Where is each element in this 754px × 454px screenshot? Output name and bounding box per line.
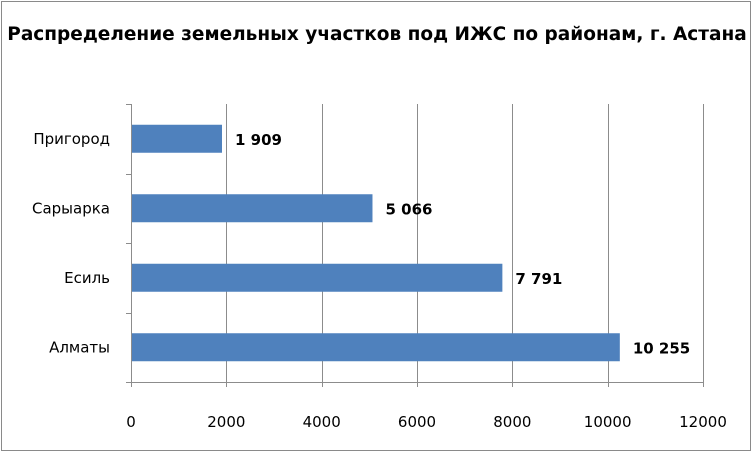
bars bbox=[132, 124, 620, 362]
category-label: Пригород bbox=[33, 130, 110, 148]
chart-title: Распределение земельных участков под ИЖС… bbox=[0, 18, 754, 51]
bar-2 bbox=[132, 194, 373, 223]
data-label: 7 791 bbox=[515, 270, 562, 288]
data-label: 5 066 bbox=[385, 200, 432, 218]
bar-4 bbox=[132, 333, 620, 362]
x-tick-label: 10000 bbox=[584, 413, 632, 431]
labels: 0 2000 4000 6000 8000 10000 12000 Пригород 1 909… bbox=[32, 130, 727, 431]
x-tick-label: 8000 bbox=[493, 413, 531, 431]
axes bbox=[126, 104, 704, 387]
data-label: 10 255 bbox=[633, 339, 690, 357]
x-tick-label: 6000 bbox=[398, 413, 436, 431]
category-label: Есиль bbox=[64, 269, 110, 287]
category-label: Сарыарка bbox=[32, 199, 110, 217]
x-tick-label: 0 bbox=[126, 413, 136, 431]
chart-title-text: Распределение земельных участков под ИЖС… bbox=[7, 24, 747, 45]
bar-3 bbox=[132, 263, 503, 292]
data-label: 1 909 bbox=[235, 131, 282, 149]
x-tick-label: 12000 bbox=[679, 413, 727, 431]
x-tick-label: 4000 bbox=[303, 413, 341, 431]
bar-1 bbox=[132, 124, 222, 153]
x-tick-label: 2000 bbox=[207, 413, 245, 431]
category-label: Алматы bbox=[49, 338, 110, 356]
